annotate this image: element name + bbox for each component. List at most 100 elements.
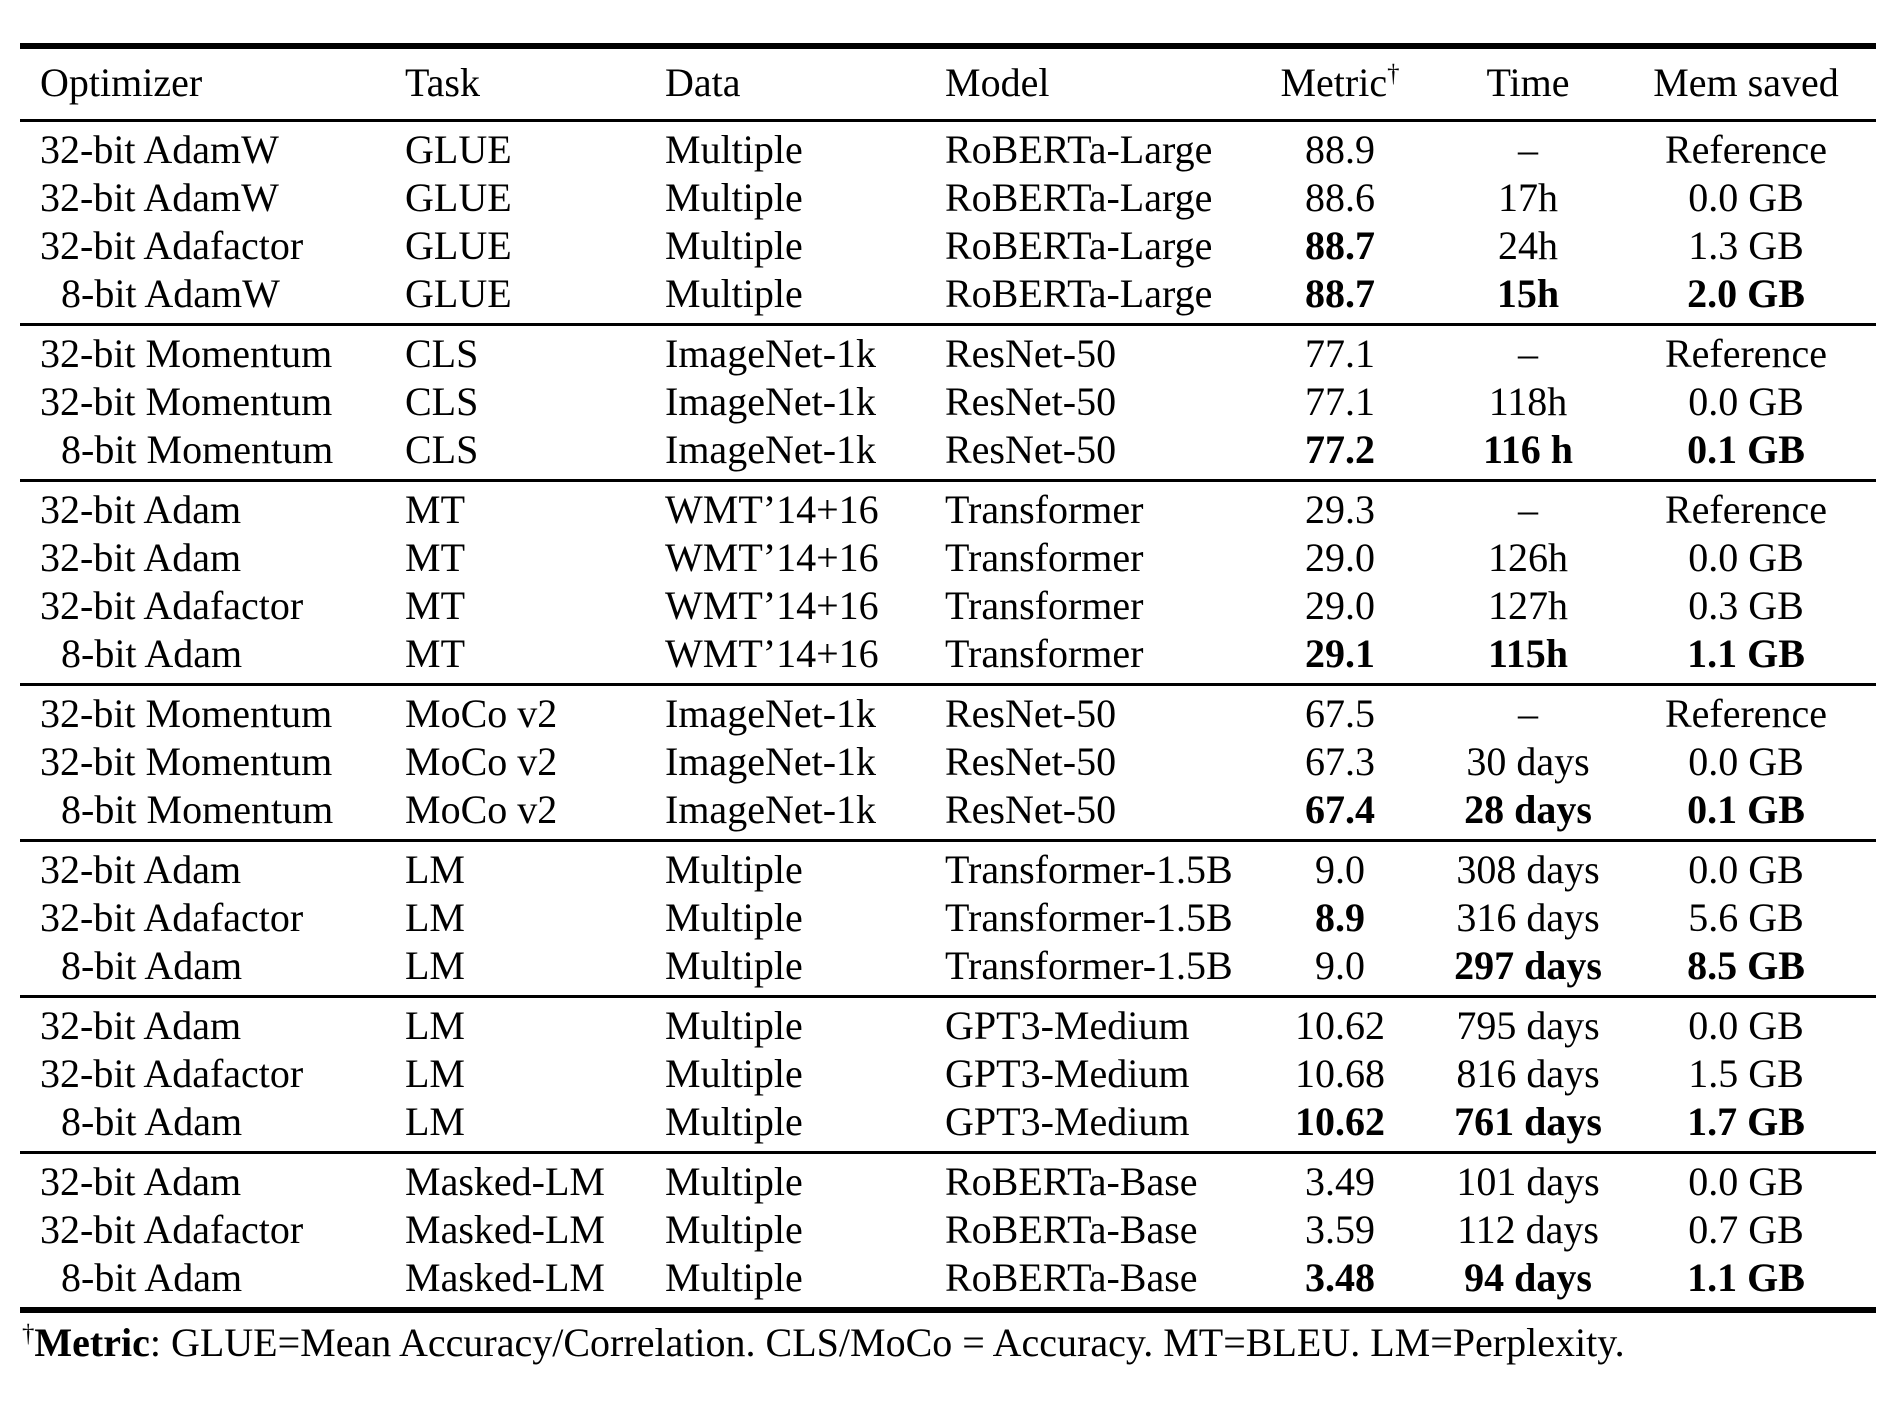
cell-metric: 88.6	[1305, 175, 1375, 220]
cell-model: RoBERTa-Large	[945, 271, 1213, 316]
table-row: 32-bit Adam MT WMT’14+16 Transformer 29.3 – Re…	[20, 481, 1876, 535]
cell-metric: 67.4	[1305, 787, 1375, 832]
cell-data: Multiple	[665, 223, 803, 268]
cell-optimizer: 32-bit Adafactor	[40, 1051, 304, 1096]
cell-time: 297 days	[1454, 943, 1602, 988]
table-group-cls: 32-bit Momentum CLS ImageNet-1k ResNet-50 77…	[20, 324, 1876, 481]
cell-model: RoBERTa-Large	[945, 175, 1213, 220]
cell-model: Transformer-1.5B	[945, 943, 1233, 988]
cell-mem: 1.5 GB	[1688, 1051, 1804, 1096]
table-group-mt: 32-bit Adam MT WMT’14+16 Transformer 29.3 – Re…	[20, 480, 1876, 685]
cell-mem: 1.7 GB	[1687, 1099, 1805, 1144]
cell-optimizer: 32-bit Adafactor	[40, 895, 304, 940]
cell-metric: 10.62	[1295, 1003, 1385, 1048]
cell-optimizer: 32-bit Adam	[40, 535, 242, 580]
cell-data: ImageNet-1k	[665, 331, 877, 376]
cell-model: ResNet-50	[945, 787, 1117, 832]
cell-model: Transformer	[945, 583, 1144, 628]
cell-optimizer: 32-bit Adam	[40, 1159, 242, 1204]
cell-time: 316 days	[1456, 895, 1600, 940]
cell-metric: 10.68	[1295, 1051, 1385, 1096]
cell-time: 761 days	[1454, 1099, 1602, 1144]
cell-time: 24h	[1498, 223, 1558, 268]
cell-optimizer: 8-bit Adam	[61, 631, 243, 676]
cell-model: GPT3-Medium	[945, 1051, 1190, 1096]
footnote-dagger-sup: †	[22, 1320, 35, 1348]
cell-model: ResNet-50	[945, 427, 1117, 472]
cell-model: RoBERTa-Base	[945, 1159, 1198, 1204]
table-group-moco-v2: 32-bit Momentum MoCo v2 ImageNet-1k ResNet-…	[20, 684, 1876, 841]
cell-mem: 1.3 GB	[1688, 223, 1804, 268]
table-row: 32-bit Momentum MoCo v2 ImageNet-1k ResNet-…	[20, 685, 1876, 739]
cell-model: Transformer-1.5B	[945, 847, 1233, 892]
footnote-term: Metric	[34, 1320, 150, 1365]
cell-time: –	[1518, 127, 1538, 172]
cell-optimizer: 32-bit Momentum	[40, 739, 333, 784]
cell-optimizer: 8-bit AdamW	[61, 271, 280, 316]
cell-task: GLUE	[405, 271, 512, 316]
cell-task: GLUE	[405, 175, 512, 220]
cell-mem: 0.7 GB	[1688, 1207, 1804, 1252]
cell-data: Multiple	[665, 1051, 803, 1096]
cell-optimizer: 32-bit Momentum	[40, 331, 333, 376]
cell-time: 112 days	[1457, 1207, 1599, 1252]
cell-metric: 10.62	[1295, 1099, 1385, 1144]
cell-task: GLUE	[405, 127, 512, 172]
cell-optimizer: 32-bit Adafactor	[40, 1207, 304, 1252]
table-row: 32-bit Momentum CLS ImageNet-1k ResNet-50 77…	[20, 378, 1876, 426]
cell-metric: 8.9	[1315, 895, 1365, 940]
cell-task: MT	[405, 487, 465, 532]
cell-mem: 1.1 GB	[1687, 1255, 1805, 1300]
table-row: 8-bit Adam MT WMT’14+16 Transformer 29.1 115h…	[20, 630, 1876, 685]
cell-data: WMT’14+16	[665, 583, 879, 628]
cell-mem: 8.5 GB	[1687, 943, 1805, 988]
cell-mem: 0.1 GB	[1687, 787, 1805, 832]
cell-model: Transformer	[945, 631, 1144, 676]
cell-time: 795 days	[1456, 1003, 1600, 1048]
cell-task: Masked-LM	[405, 1207, 605, 1252]
cell-optimizer: 32-bit AdamW	[40, 175, 279, 220]
cell-metric: 77.2	[1305, 427, 1375, 472]
table-row: 32-bit AdamW GLUE Multiple RoBERTa-Large 88.…	[20, 121, 1876, 175]
table-row: 8-bit Adam Masked-LM Multiple RoBERTa-Base 3…	[20, 1254, 1876, 1310]
cell-metric: 29.0	[1305, 535, 1375, 580]
table-header: Optimizer Task Data Model Metric† Time M…	[20, 46, 1876, 121]
col-header-metric: Metric†	[1280, 60, 1400, 105]
cell-data: Multiple	[665, 1099, 803, 1144]
cell-data: WMT’14+16	[665, 487, 879, 532]
cell-mem: 0.0 GB	[1688, 1159, 1804, 1204]
table-row: 32-bit Adam Masked-LM Multiple RoBERTa-Base…	[20, 1153, 1876, 1207]
table-row: 32-bit Adam LM Multiple Transformer-1.5B 9.0…	[20, 841, 1876, 895]
cell-time: 116 h	[1482, 427, 1574, 472]
cell-time: 126h	[1488, 535, 1568, 580]
cell-task: LM	[405, 895, 465, 940]
cell-data: ImageNet-1k	[665, 691, 877, 736]
cell-metric: 3.49	[1305, 1159, 1375, 1204]
cell-task: GLUE	[405, 223, 512, 268]
cell-time: 127h	[1488, 583, 1568, 628]
cell-task: CLS	[405, 379, 479, 424]
table-row: 32-bit AdamW GLUE Multiple RoBERTa-Large 88.…	[20, 174, 1876, 222]
cell-optimizer: 32-bit Adafactor	[40, 223, 304, 268]
cell-mem: Reference	[1664, 127, 1828, 172]
results-table: Optimizer Task Data Model Metric† Time M…	[20, 43, 1876, 1313]
col-header-time: Time	[1486, 60, 1570, 105]
table-row: 32-bit Adafactor GLUE Multiple RoBERTa-Larg…	[20, 222, 1876, 270]
paper-table-page: Optimizer Task Data Model Metric† Time M…	[0, 43, 1898, 1421]
cell-mem: Reference	[1664, 691, 1828, 736]
cell-time: 115h	[1487, 631, 1569, 676]
cell-optimizer: 32-bit Adam	[40, 1003, 242, 1048]
cell-task: MT	[405, 583, 465, 628]
cell-time: 118h	[1488, 379, 1568, 424]
table-group-lm-gpt3-medium: 32-bit Adam LM Multiple GPT3-Medium 10.62 795…	[20, 996, 1876, 1153]
cell-metric: 88.7	[1305, 223, 1375, 268]
cell-metric: 9.0	[1315, 943, 1365, 988]
cell-time: 15h	[1496, 271, 1560, 316]
cell-time: 30 days	[1466, 739, 1590, 784]
cell-metric: 88.7	[1305, 271, 1375, 316]
table-footnote: †Metric: GLUE=Mean Accuracy/Correlation.…	[22, 1320, 1898, 1366]
table-group-masked-lm: 32-bit Adam Masked-LM Multiple RoBERTa-Base…	[20, 1152, 1876, 1311]
col-header-mem-saved: Mem saved	[1653, 60, 1839, 105]
cell-optimizer: 8-bit Momentum	[61, 787, 334, 832]
table-row: 32-bit Adafactor Masked-LM Multiple RoBERTa…	[20, 1206, 1876, 1254]
